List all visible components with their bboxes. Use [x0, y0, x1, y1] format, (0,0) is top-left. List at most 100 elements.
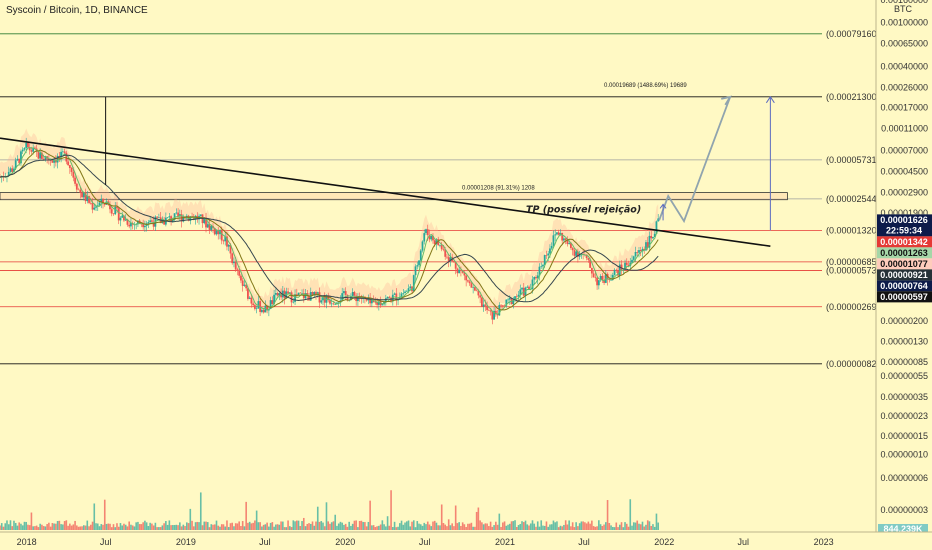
volume-bar — [158, 527, 160, 530]
volume-bar — [533, 523, 536, 530]
candle-body — [189, 216, 192, 221]
candle-body — [81, 192, 83, 198]
volume-bar — [423, 522, 426, 530]
price-tag-label: 0.00000597 — [880, 292, 928, 302]
volume-bar — [48, 522, 50, 530]
candle-body — [142, 224, 145, 228]
candle-body — [653, 233, 656, 238]
volume-bar — [343, 524, 345, 530]
candle-body — [540, 266, 543, 267]
candle-body — [419, 250, 422, 261]
volume-bar — [55, 523, 57, 530]
volume-bar — [592, 526, 595, 530]
candle-body — [257, 301, 260, 309]
candle-body — [484, 304, 487, 306]
candle-body — [498, 304, 501, 316]
volume-bar — [451, 523, 453, 530]
candle-body — [88, 196, 90, 203]
volume-bar — [91, 521, 94, 530]
volume-bar — [60, 524, 62, 530]
volume-bar — [624, 522, 626, 530]
volume-bar — [32, 526, 34, 530]
volume-bar — [301, 521, 303, 530]
volume-badge-label: 844.239K — [883, 524, 923, 534]
volume-tick-label: 0.00000003 — [880, 505, 928, 515]
candle-body — [84, 192, 87, 202]
volume-bar — [37, 527, 40, 530]
volume-bar — [297, 520, 300, 530]
volume-bar — [470, 522, 473, 530]
candle-body — [370, 299, 373, 304]
candle-body — [573, 250, 576, 256]
volume-bar — [262, 524, 265, 530]
volume-bar — [268, 526, 270, 530]
level-label: (0.00005731) — [826, 155, 880, 165]
candle-body — [323, 296, 326, 303]
candle-body — [627, 264, 630, 267]
candle-body — [472, 287, 475, 288]
price-tag-label: 0.00001263 — [880, 248, 928, 258]
volume-bar — [522, 522, 525, 530]
volume-bar — [142, 522, 144, 530]
drawings: TP (possível rejeição) 0.00001208 (91.31%… — [0, 83, 775, 247]
volume-bar — [208, 527, 211, 530]
volume-bar — [575, 522, 577, 530]
volume-bar — [400, 520, 403, 530]
volume-bar — [95, 523, 97, 530]
volume-bar — [112, 524, 115, 530]
volume-bar — [460, 525, 462, 530]
candle-body — [531, 279, 534, 289]
volume-bar — [0, 525, 1, 530]
volume-bar — [503, 521, 506, 530]
candle-body — [116, 206, 118, 209]
candle-body — [564, 238, 567, 241]
volume-bar — [531, 520, 534, 530]
candle-body — [126, 219, 129, 225]
candle-body — [400, 293, 403, 298]
volume-bar — [227, 527, 230, 530]
volume-bar — [411, 521, 413, 530]
candle-body — [318, 292, 321, 303]
volume-bar — [556, 521, 558, 530]
volume-bar — [337, 523, 340, 530]
volume-bar — [336, 525, 338, 530]
candle-body — [423, 233, 426, 242]
volume-bar — [172, 525, 174, 530]
candle-body — [41, 152, 43, 159]
volume-bar — [474, 526, 476, 530]
candle-body — [522, 287, 525, 296]
candle-body — [592, 273, 595, 278]
candle-body — [315, 292, 317, 295]
volume-bar — [350, 525, 352, 530]
candle-body — [646, 242, 649, 248]
volume-bar — [414, 527, 417, 530]
volume-bar — [110, 527, 113, 530]
candle-body — [322, 296, 324, 301]
volume-bar — [329, 523, 331, 530]
volume-bar — [653, 526, 656, 530]
candle-body — [418, 260, 420, 266]
candle-body — [428, 235, 431, 240]
candle-body — [505, 299, 508, 306]
time-axis-panel[interactable] — [0, 532, 932, 550]
volume-bar — [374, 527, 377, 530]
volume-bar — [453, 526, 455, 530]
candle-body — [446, 256, 448, 258]
time-tick-label: Jul — [100, 537, 112, 547]
candle-body — [456, 268, 459, 274]
volume-bar — [180, 526, 183, 530]
candle-body — [114, 206, 117, 215]
volume-bar — [493, 525, 495, 530]
price-tick-label: 0.00100000 — [880, 18, 928, 28]
candle-body — [243, 284, 246, 286]
volume-bar — [27, 524, 29, 530]
volume-bar — [133, 526, 136, 530]
candle-body — [102, 198, 104, 204]
volume-bar — [114, 527, 117, 530]
volume-bar — [323, 526, 326, 530]
volume-bar — [383, 524, 385, 530]
candle-body — [215, 230, 218, 235]
candle-body — [68, 165, 71, 169]
